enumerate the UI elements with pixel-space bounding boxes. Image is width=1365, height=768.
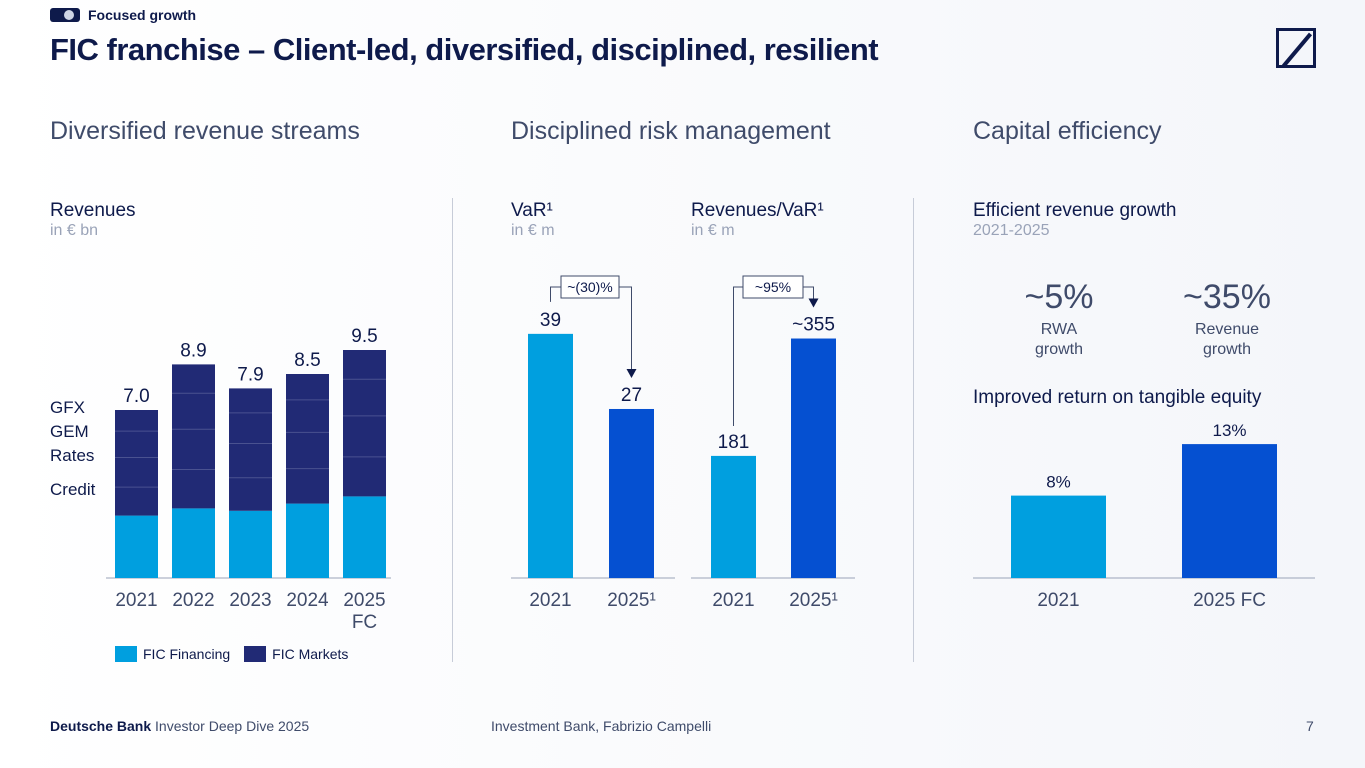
section-capital-title: Capital efficiency (973, 117, 1162, 145)
bar-total-label: 8.9 (180, 340, 206, 361)
x-tick-label: 2023 (229, 590, 271, 611)
x-tick-label: 2021 (1037, 590, 1079, 611)
footer-event: Investor Deep Dive 2025 (151, 718, 310, 734)
arrowhead-icon (626, 368, 637, 378)
segment-label-gem: GEM (50, 422, 89, 441)
x-tick-label: 2025 FC (1193, 590, 1266, 611)
section-tag: Focused growth (50, 7, 196, 23)
segment-label-gfx: GFX (50, 398, 85, 417)
bar-fic-markets (115, 410, 158, 516)
section-risk-title: Disciplined risk management (511, 117, 831, 145)
rev-var-title: Revenues/VaR¹ (691, 200, 824, 221)
bar-value-label: 39 (540, 310, 561, 331)
x-tick-label: 2024 (286, 590, 329, 611)
legend-financing-label: FIC Financing (143, 646, 231, 662)
bar-fic-financing (229, 510, 272, 578)
bar-fic-financing (115, 515, 158, 578)
rev-var-unit: in € m (691, 222, 735, 239)
x-tick-label: 2025¹ (607, 590, 656, 611)
x-tick-label: 2025 (343, 590, 385, 611)
annotation-line (619, 286, 632, 375)
annotation-line (550, 286, 561, 302)
annotation-label: ~95% (755, 279, 791, 295)
deutsche-bank-logo-icon (1276, 28, 1316, 68)
bar-value-label: 13% (1212, 421, 1246, 440)
focus-icon (50, 8, 80, 22)
x-tick-label: 2021 (529, 590, 571, 611)
bar-total-label: 8.5 (294, 350, 320, 371)
var-unit: in € m (511, 222, 555, 239)
page-number: 7 (1306, 718, 1314, 734)
bar-value-label: 27 (621, 385, 642, 406)
bar-fic-markets (229, 388, 272, 511)
kpi-rwa-label-line1: RWA (1040, 321, 1078, 338)
bar-fic-markets (286, 374, 329, 504)
segment-label-credit: Credit (50, 480, 96, 499)
bar-value-label: 8% (1046, 473, 1071, 492)
bar-fic-financing (286, 503, 329, 578)
kpi-revenue-value: ~35% (1183, 278, 1271, 316)
kpi-rwa-value: ~5% (1024, 278, 1094, 316)
bar-total-label: 7.0 (123, 386, 149, 407)
var-title: VaR¹ (511, 200, 553, 221)
tag-label: Focused growth (88, 7, 197, 23)
rote-title: Improved return on tangible equity (973, 387, 1262, 408)
section-revenue-title: Diversified revenue streams (50, 117, 360, 145)
revenues-title: Revenues (50, 200, 136, 221)
bar (609, 408, 654, 578)
annotation-label: ~(30)% (567, 279, 613, 295)
footer-center: Investment Bank, Fabrizio Campelli (491, 718, 712, 734)
bar (528, 333, 573, 578)
page-title: FIC franchise – Client-led, diversified,… (50, 32, 879, 67)
bar-fic-markets (172, 364, 215, 509)
kpi-rwa-label-line2: growth (1034, 341, 1084, 358)
annotation-box (742, 275, 804, 299)
segment-label-rates: Rates (50, 446, 95, 465)
bar (791, 338, 836, 578)
legend-markets-label: FIC Markets (272, 646, 349, 662)
rote-chart: 8% 2021 13% 2025 FC (973, 421, 1315, 611)
annotation-line (733, 286, 743, 426)
arrowhead-icon (808, 298, 819, 308)
bar-fic-markets (343, 350, 386, 497)
revenues-unit: in € bn (50, 222, 99, 239)
kpi-rwa-label: RWA growth (989, 320, 1129, 360)
x-tick-label: 2025¹ (789, 590, 838, 611)
efficiency-title: Efficient revenue growth (973, 200, 1177, 221)
bar-total-label: 9.5 (351, 326, 377, 347)
var-chart: 39 2021 27 2025¹ (511, 310, 675, 611)
bar (711, 455, 756, 578)
bar-value-label: 181 (718, 432, 750, 453)
rev-var-chart: 181 2021 ~355 2025¹ (691, 315, 855, 611)
annotation-box (560, 275, 620, 299)
footer-brand: Deutsche Bank (50, 718, 152, 734)
legend-swatch-financing (115, 646, 137, 662)
footer-left: Deutsche Bank Investor Deep Dive 2025 (50, 718, 309, 734)
chart-legend: FIC Financing FIC Markets (115, 646, 348, 662)
x-tick-label-suffix: FC (352, 612, 377, 633)
bar (1011, 495, 1106, 578)
divider (452, 198, 453, 662)
x-tick-label: 2022 (172, 590, 214, 611)
change-annotations: ~(30)% ~95% (550, 275, 819, 426)
bar (1182, 444, 1277, 578)
x-tick-label: 2021 (115, 590, 157, 611)
bar-fic-financing (172, 508, 215, 578)
divider (913, 198, 914, 662)
kpi-revenue-label: Revenue growth (1157, 320, 1297, 360)
efficiency-period: 2021-2025 (973, 222, 1050, 239)
bar-value-label: ~355 (792, 315, 835, 336)
bar-fic-financing (343, 496, 386, 578)
bar-total-label: 7.9 (237, 364, 263, 385)
legend-swatch-markets (244, 646, 267, 662)
x-tick-label: 2021 (712, 590, 754, 611)
kpi-revenue-label-line2: growth (1202, 341, 1252, 358)
kpi-revenue-label-line1: Revenue (1194, 321, 1260, 338)
